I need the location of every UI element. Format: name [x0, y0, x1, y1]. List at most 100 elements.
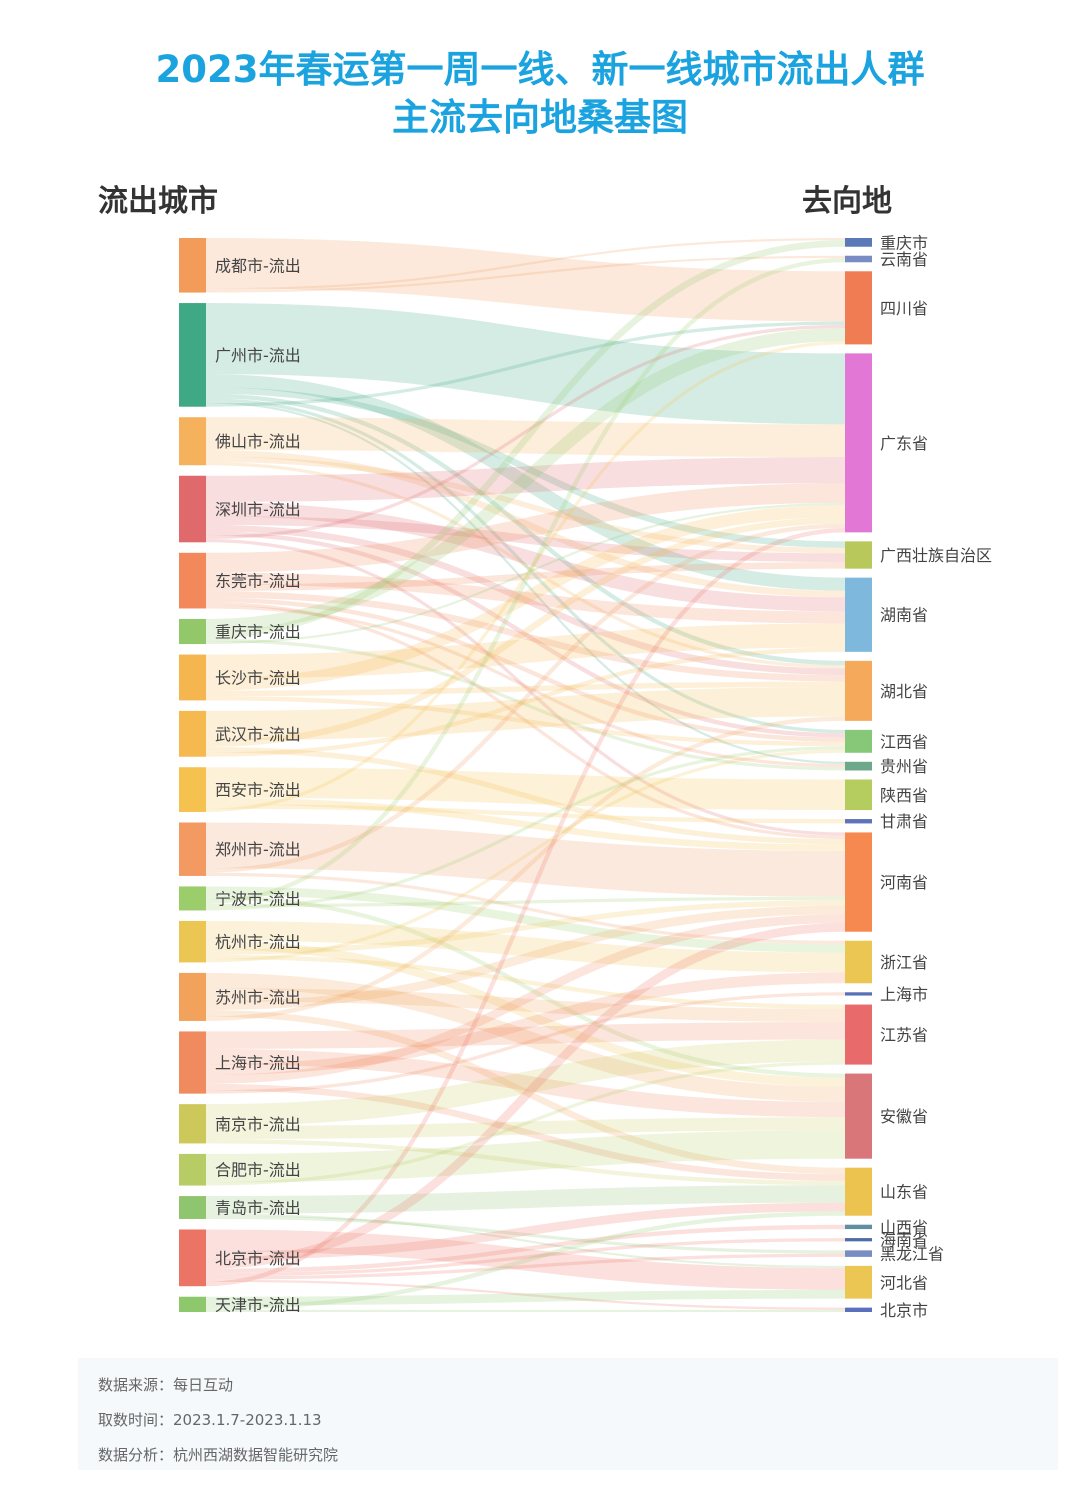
sankey-link [205, 749, 846, 963]
sankey-link [205, 502, 846, 645]
sankey-link [205, 523, 846, 873]
source-node[interactable] [179, 1196, 206, 1219]
target-node[interactable] [845, 779, 872, 811]
source-node[interactable] [179, 1153, 206, 1186]
sankey-link [205, 1048, 846, 1118]
sankey-link [205, 1130, 846, 1183]
source-node[interactable] [179, 1229, 206, 1287]
source-node[interactable] [179, 822, 206, 876]
source-node[interactable] [179, 1104, 206, 1144]
sankey-link [205, 647, 846, 757]
target-node[interactable] [845, 761, 872, 771]
sankey-link [205, 456, 846, 554]
footer-data-period: 取数时间：2023.1.7-2023.1.13 [98, 1411, 322, 1429]
source-node-label: 深圳市-流出 [215, 500, 301, 519]
target-node[interactable] [845, 1224, 872, 1230]
source-node[interactable] [179, 475, 206, 543]
sankey-link [205, 1022, 846, 1049]
source-node[interactable] [179, 1031, 206, 1094]
target-node[interactable] [845, 832, 872, 932]
sankey-link [205, 516, 846, 563]
source-node[interactable] [179, 710, 206, 757]
sankey-link [205, 257, 846, 904]
sankey-link [205, 1289, 846, 1306]
sankey-link [205, 401, 846, 764]
source-node-label: 上海市-流出 [215, 1054, 301, 1073]
target-node[interactable] [845, 577, 872, 652]
source-node-label: 成都市-流出 [215, 256, 301, 275]
sankey-link [205, 457, 846, 502]
target-node[interactable] [845, 1250, 872, 1257]
sankey-link [205, 914, 846, 1084]
sankey-link [205, 527, 846, 1287]
sankey-link [205, 681, 846, 697]
target-node[interactable] [845, 660, 872, 721]
source-node[interactable] [179, 767, 206, 812]
target-node[interactable] [845, 238, 872, 247]
target-node[interactable] [845, 1004, 872, 1065]
sankey-link [205, 895, 846, 1078]
sankey-link [205, 746, 846, 845]
sankey-nodes: 成都市-流出广州市-流出佛山市-流出深圳市-流出东莞市-流出重庆市-流出长沙市-… [179, 233, 992, 1320]
target-node[interactable] [845, 271, 872, 345]
target-node[interactable] [845, 1265, 872, 1299]
sankey-link [205, 1215, 846, 1254]
source-node[interactable] [179, 552, 206, 609]
target-node[interactable] [845, 940, 872, 984]
sankey-link [205, 797, 846, 851]
target-node-label: 上海市 [880, 985, 928, 1004]
sankey-links [205, 237, 846, 1313]
target-node[interactable] [845, 819, 872, 824]
source-node[interactable] [179, 920, 206, 963]
footer-data-source: 数据来源：每日互动 [98, 1376, 234, 1394]
source-node[interactable] [179, 238, 206, 293]
source-node-label: 长沙市-流出 [215, 668, 301, 687]
sankey-link [205, 896, 846, 908]
sankey-link [205, 804, 846, 824]
target-node[interactable] [845, 255, 872, 263]
sankey-link [205, 562, 846, 592]
sankey-link [205, 1039, 846, 1126]
source-node-label: 北京市-流出 [215, 1249, 301, 1268]
sankey-link [205, 920, 846, 973]
source-node[interactable] [179, 972, 206, 1021]
target-node-label: 山东省 [880, 1183, 928, 1202]
sankey-link [205, 1229, 846, 1290]
target-node-label: 重庆市 [880, 233, 928, 252]
target-node[interactable] [845, 1167, 872, 1216]
target-node[interactable] [845, 541, 872, 569]
target-node[interactable] [845, 729, 872, 753]
target-node[interactable] [845, 992, 872, 996]
source-column-header: 流出城市 [98, 184, 218, 219]
sankey-link [205, 687, 846, 741]
sankey-link [205, 321, 846, 407]
sankey-link [205, 1279, 846, 1310]
source-node[interactable] [179, 618, 206, 645]
source-node-label: 郑州市-流出 [215, 840, 301, 859]
source-node-label: 重庆市-流出 [215, 623, 301, 642]
source-node[interactable] [179, 1296, 206, 1312]
target-node-label: 河北省 [880, 1273, 928, 1292]
source-node[interactable] [179, 417, 206, 466]
sankey-link [205, 992, 846, 1094]
target-node-label: 四川省 [880, 299, 928, 318]
target-node[interactable] [845, 1073, 872, 1159]
source-node[interactable] [179, 886, 206, 911]
sankey-link [205, 303, 846, 425]
source-node-label: 杭州市-流出 [215, 933, 301, 952]
sankey-link [205, 940, 846, 1087]
target-node[interactable] [845, 353, 872, 533]
target-node[interactable] [845, 1307, 872, 1312]
target-node-label: 湖北省 [880, 682, 928, 701]
sankey-link [205, 716, 846, 1021]
sankey-link [205, 1213, 846, 1269]
sankey-link [205, 900, 846, 955]
target-node-label: 甘肃省 [880, 812, 928, 831]
target-node[interactable] [845, 1238, 872, 1242]
sankey-link [205, 373, 846, 591]
sankey-link [205, 417, 846, 458]
sankey-link [205, 1224, 846, 1274]
source-node[interactable] [179, 654, 206, 701]
source-node[interactable] [179, 303, 206, 407]
target-node-label: 江西省 [880, 732, 928, 751]
